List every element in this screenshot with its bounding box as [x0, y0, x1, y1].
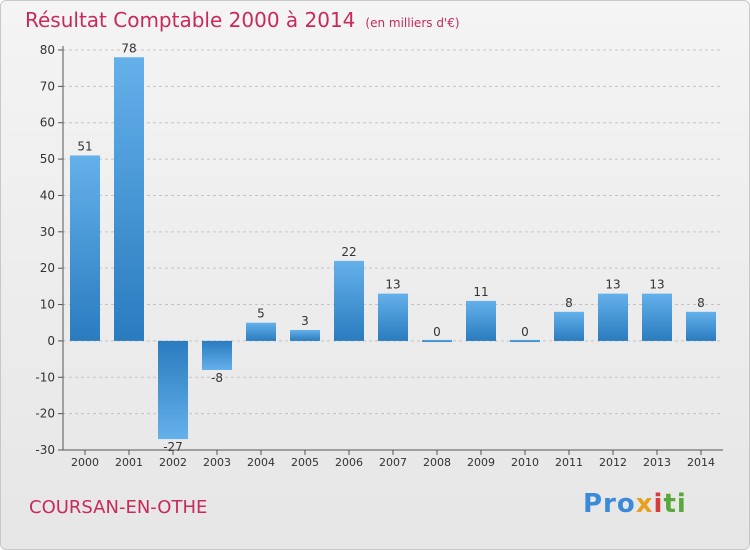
- x-tick-label: 2011: [555, 456, 583, 469]
- data-label: -27: [163, 440, 183, 454]
- proxiti-logo[interactable]: Proxiti: [583, 489, 687, 519]
- bar-2006: [334, 260, 364, 341]
- bar-2010: [510, 339, 540, 342]
- y-tick-label: 60: [40, 116, 55, 130]
- logo-part-4: ti: [663, 489, 687, 519]
- bar-2000: [70, 155, 100, 341]
- x-tick-label: 2007: [379, 456, 407, 469]
- data-label: 0: [433, 325, 441, 339]
- x-tick-label: 2005: [291, 456, 319, 469]
- data-label: 8: [697, 296, 705, 310]
- x-tick-label: 2000: [71, 456, 99, 469]
- bar-2002: [158, 340, 188, 440]
- y-tick-label: 50: [40, 152, 55, 166]
- data-label: 0: [521, 325, 529, 339]
- chart-title: Résultat Comptable 2000 à 2014 (en millie…: [25, 8, 460, 32]
- data-label: 51: [77, 139, 92, 153]
- bar-2007: [378, 293, 408, 341]
- y-tick-label: 20: [40, 261, 55, 275]
- data-label: 11: [473, 285, 488, 299]
- y-tick-label: 10: [40, 298, 55, 312]
- chart-subtitle: (en milliers d'€): [365, 16, 460, 30]
- x-tick-label: 2004: [247, 456, 275, 469]
- data-label: 22: [341, 245, 356, 259]
- data-label: 8: [565, 296, 573, 310]
- y-tick-label: 80: [40, 43, 55, 57]
- y-tick-label: 30: [40, 225, 55, 239]
- x-tick-label: 2009: [467, 456, 495, 469]
- bar-2014: [686, 311, 716, 341]
- y-tick-label: -20: [35, 407, 55, 421]
- x-tick-label: 2008: [423, 456, 451, 469]
- x-tick-label: 2001: [115, 456, 143, 469]
- bar-2008: [422, 339, 452, 342]
- y-tick-label: -30: [35, 443, 55, 457]
- bar-2009: [466, 300, 496, 341]
- title-text: Résultat Comptable 2000 à 2014: [25, 8, 356, 32]
- x-tick-label: 2006: [335, 456, 363, 469]
- data-labels: 51 78 -27 -8 5 3 22 13 0 11 0 8 13 13 8: [77, 41, 704, 454]
- data-label: 78: [121, 41, 136, 55]
- x-tick-label: 2003: [203, 456, 231, 469]
- y-tick-label: 40: [40, 188, 55, 202]
- data-label: 13: [605, 278, 620, 292]
- x-tick-label: 2013: [643, 456, 671, 469]
- x-tick-label: 2012: [599, 456, 627, 469]
- bar-2003: [202, 340, 232, 370]
- x-tick-label: 2014: [687, 456, 715, 469]
- x-tick-label: 2010: [511, 456, 539, 469]
- logo-part-1: Pro: [583, 489, 636, 519]
- bar-2013: [642, 293, 672, 341]
- bars: [70, 57, 716, 440]
- logo-part-2: x: [635, 489, 654, 519]
- x-tick-label: 2002: [159, 456, 187, 469]
- data-label: 3: [301, 314, 309, 328]
- data-label: 5: [257, 307, 265, 321]
- commune-name: COURSAN-EN-OTHE: [29, 497, 208, 518]
- bar-2005: [290, 330, 320, 341]
- bar-2012: [598, 293, 628, 341]
- bar-2011: [554, 311, 584, 341]
- y-tick-label: 70: [40, 79, 55, 93]
- bar-2001: [114, 57, 144, 341]
- data-label: 13: [649, 278, 664, 292]
- y-tick-label: -10: [35, 370, 55, 384]
- data-label: 13: [385, 278, 400, 292]
- logo-part-3: i: [653, 489, 664, 519]
- bar-2004: [246, 322, 276, 341]
- y-tick-label: 0: [47, 334, 55, 348]
- data-label: -8: [211, 371, 223, 385]
